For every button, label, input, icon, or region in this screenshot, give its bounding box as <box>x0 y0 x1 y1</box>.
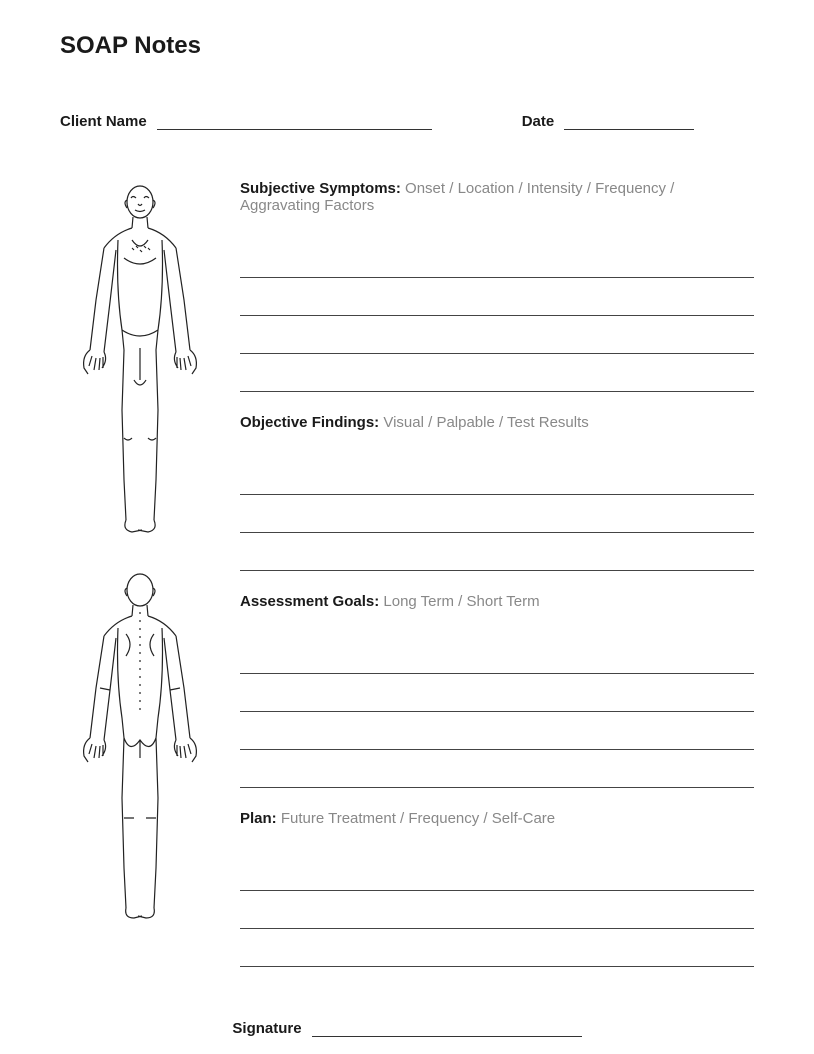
signature-label: Signature <box>232 1020 301 1037</box>
section-title: Objective Findings: <box>240 414 383 431</box>
write-line[interactable] <box>240 457 754 495</box>
section-heading: Subjective Symptoms: Onset / Location / … <box>240 180 754 214</box>
client-name-field: Client Name <box>60 112 432 130</box>
section-title: Plan: <box>240 810 281 827</box>
date-line[interactable] <box>564 112 694 130</box>
section-hint: Long Term / Short Term <box>383 593 539 610</box>
soap-section: Subjective Symptoms: Onset / Location / … <box>240 180 754 392</box>
write-line[interactable] <box>240 891 754 929</box>
header-row: Client Name Date <box>60 112 754 130</box>
write-line[interactable] <box>240 853 754 891</box>
section-hint: Visual / Palpable / Test Results <box>383 414 588 431</box>
soap-section: Objective Findings: Visual / Palpable / … <box>240 414 754 571</box>
write-line[interactable] <box>240 929 754 967</box>
section-title: Assessment Goals: <box>240 593 383 610</box>
client-name-label: Client Name <box>60 113 147 130</box>
write-line[interactable] <box>240 278 754 316</box>
body-front-icon <box>60 180 220 540</box>
section-hint: Future Treatment / Frequency / Self-Care <box>281 810 555 827</box>
write-line[interactable] <box>240 636 754 674</box>
write-line[interactable] <box>240 240 754 278</box>
signature-field: Signature <box>60 1019 754 1037</box>
date-field: Date <box>522 112 695 130</box>
soap-section: Plan: Future Treatment / Frequency / Sel… <box>240 810 754 967</box>
date-label: Date <box>522 113 555 130</box>
body-diagrams-column <box>60 180 220 989</box>
section-heading: Assessment Goals: Long Term / Short Term <box>240 593 754 610</box>
client-name-line[interactable] <box>157 112 432 130</box>
write-line[interactable] <box>240 750 754 788</box>
section-title: Subjective Symptoms: <box>240 180 405 197</box>
section-heading: Plan: Future Treatment / Frequency / Sel… <box>240 810 754 827</box>
signature-line[interactable] <box>312 1019 582 1037</box>
write-line[interactable] <box>240 316 754 354</box>
page-title: SOAP Notes <box>60 32 754 60</box>
main-content: Subjective Symptoms: Onset / Location / … <box>60 180 754 989</box>
sections-column: Subjective Symptoms: Onset / Location / … <box>240 180 754 989</box>
write-line[interactable] <box>240 495 754 533</box>
write-line[interactable] <box>240 674 754 712</box>
write-line[interactable] <box>240 533 754 571</box>
write-line[interactable] <box>240 354 754 392</box>
write-line[interactable] <box>240 712 754 750</box>
body-back-icon <box>60 568 220 928</box>
section-heading: Objective Findings: Visual / Palpable / … <box>240 414 754 431</box>
soap-section: Assessment Goals: Long Term / Short Term <box>240 593 754 788</box>
